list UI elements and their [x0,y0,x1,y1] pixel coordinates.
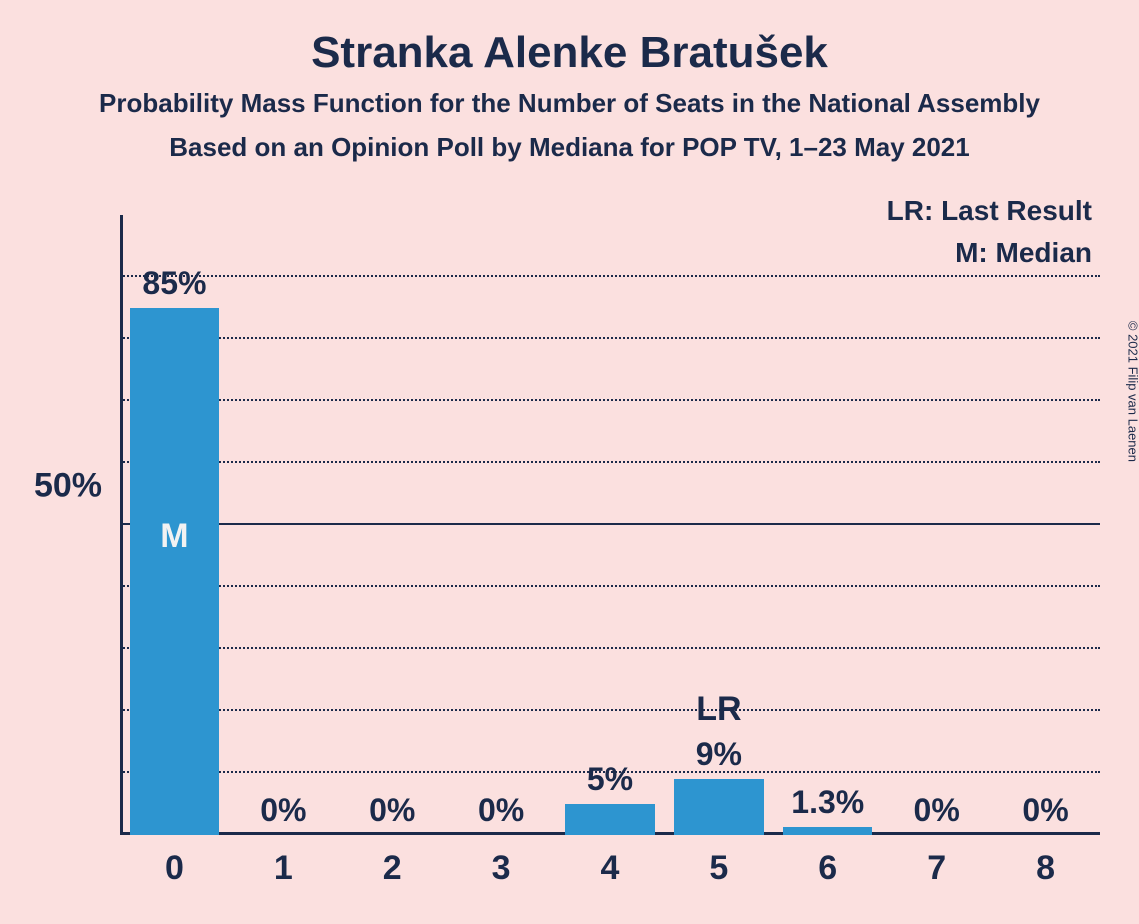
bar: 85%M [130,308,219,835]
x-tick-label: 4 [601,849,620,888]
bar: 1.3% [783,827,872,835]
x-tick-label: 2 [383,849,402,888]
plot-area: LR: Last Result M: Median 50%85%M00%10%2… [120,215,1100,835]
bar-value-label: 0% [369,792,415,829]
grid-line [120,523,1100,525]
grid-line [120,399,1100,401]
x-tick-label: 7 [927,849,946,888]
chart-subtitle: Probability Mass Function for the Number… [0,88,1139,119]
grid-line [120,585,1100,587]
median-marker: M [160,517,188,556]
chart-title: Stranka Alenke Bratušek [0,28,1139,78]
copyright-text: © 2021 Filip van Laenen [1126,321,1139,462]
grid-line [120,709,1100,711]
grid-line [120,337,1100,339]
bar-value-label: 1.3% [791,784,864,821]
last-result-marker: LR [696,690,741,729]
y-axis-label: 50% [34,467,102,506]
grid-line [120,275,1100,277]
bar-value-label: 5% [587,761,633,798]
x-tick-label: 6 [818,849,837,888]
y-axis [120,215,123,835]
x-tick-label: 3 [492,849,511,888]
bar: 5% [565,804,654,835]
bar-value-label: 0% [1022,792,1068,829]
x-tick-label: 5 [709,849,728,888]
bar-value-label: 9% [696,736,742,773]
legend-median: M: Median [955,237,1092,269]
bar-value-label: 85% [142,265,206,302]
grid-line [120,647,1100,649]
bar: 9%LR [674,779,763,835]
bar-value-label: 0% [260,792,306,829]
x-tick-label: 8 [1036,849,1055,888]
chart-subtitle-2: Based on an Opinion Poll by Mediana for … [0,132,1139,163]
x-tick-label: 0 [165,849,184,888]
bar-value-label: 0% [478,792,524,829]
bar-value-label: 0% [914,792,960,829]
legend-last-result: LR: Last Result [887,195,1092,227]
x-tick-label: 1 [274,849,293,888]
chart-container: Stranka Alenke Bratušek Probability Mass… [0,0,1139,924]
grid-line [120,461,1100,463]
